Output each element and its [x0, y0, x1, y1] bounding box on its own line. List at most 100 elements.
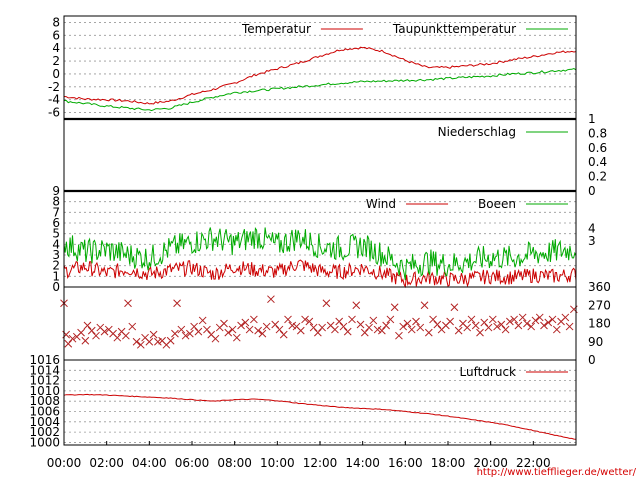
scatter-point	[369, 316, 378, 325]
y-tick-label: 5	[52, 227, 60, 241]
scatter-point	[356, 320, 365, 329]
y2-tick-label: 360	[588, 280, 611, 294]
scatter-point	[352, 301, 361, 310]
scatter-point	[531, 316, 540, 325]
scatter-point	[309, 323, 318, 332]
y-tick-label: 1002	[29, 425, 60, 439]
y-tick-label: 1010	[29, 384, 60, 398]
scatter-point	[484, 323, 493, 332]
scatter-point	[544, 318, 553, 327]
scatter-point	[186, 329, 194, 338]
y-tick-label: 0.8	[588, 126, 607, 140]
scatter-point	[561, 313, 570, 322]
y-tick-label: 1004	[29, 415, 60, 429]
panel-frame	[63, 286, 577, 361]
y2-tick-label: 180	[588, 317, 611, 331]
scatter-point	[343, 327, 352, 336]
scatter-point	[514, 321, 523, 330]
x-tick-label: 20:00	[473, 456, 508, 470]
source-url[interactable]: http://www.tiefflieger.de/wetter/	[476, 467, 636, 478]
scatter-point	[64, 339, 73, 348]
scatter-point	[446, 317, 454, 326]
scatter-point	[412, 317, 420, 326]
scatter-point	[267, 295, 275, 304]
scatter-point	[245, 325, 254, 334]
scatter-point	[190, 322, 198, 331]
scatter-point	[194, 327, 203, 336]
scatter-point	[224, 328, 233, 337]
y-tick-label: 1012	[29, 374, 60, 388]
y-tick-label: 0.2	[588, 170, 607, 184]
y-tick-label: -6	[48, 106, 60, 120]
x-tick-label: 08:00	[217, 456, 252, 470]
x-tick-label: 12:00	[303, 456, 338, 470]
scatter-point	[535, 313, 544, 322]
scatter-point	[497, 320, 506, 329]
y-tick-label: 1016	[29, 353, 60, 367]
series-line-0	[63, 46, 577, 105]
scatter-point	[128, 322, 137, 331]
scatter-point	[365, 323, 373, 332]
y-tick-label: 1	[52, 269, 60, 283]
scatter-point	[87, 326, 96, 335]
y2-tick-label: 4	[588, 221, 596, 235]
y-tick-label: 0	[52, 280, 60, 294]
scatter-point	[100, 327, 109, 336]
scatter-point	[480, 318, 489, 327]
scatter-point	[331, 325, 339, 334]
scatter-point	[113, 333, 122, 342]
scatter-point	[177, 325, 186, 334]
x-tick-label: 00:00	[47, 456, 82, 470]
scatter-point	[241, 318, 250, 327]
scatter-point	[488, 315, 497, 324]
scatter-point	[81, 336, 90, 345]
y-tick-label: 4	[52, 41, 60, 55]
scatter-point	[124, 299, 132, 308]
y-tick-label: 3	[52, 248, 60, 262]
scatter-point	[284, 315, 292, 324]
scatter-point	[518, 313, 527, 322]
scatter-point	[420, 301, 429, 310]
scatter-point	[232, 333, 241, 342]
scatter-point	[228, 325, 237, 334]
y-tick-label: 1006	[29, 405, 60, 419]
scatter-point	[279, 330, 288, 339]
scatter-point	[565, 322, 574, 331]
x-tick-label: 02:00	[89, 456, 124, 470]
scatter-point	[122, 331, 130, 340]
scatter-point	[166, 336, 175, 345]
legend-label: Wind	[366, 197, 396, 211]
scatter-point	[92, 331, 100, 340]
y2-tick-label: 270	[588, 298, 611, 312]
scatter-point	[203, 325, 211, 334]
scatter-point	[171, 329, 179, 338]
scatter-point	[493, 322, 501, 331]
x-tick-label: 16:00	[388, 456, 423, 470]
scatter-point	[433, 320, 442, 329]
y-tick-label: 0	[52, 67, 60, 81]
scatter-point	[510, 315, 518, 324]
y-tick-label: 4	[52, 237, 60, 251]
y-tick-label: 9	[52, 184, 60, 198]
y-tick-label: 2	[52, 259, 60, 273]
scatter-point	[181, 331, 190, 340]
scatter-point	[527, 322, 536, 331]
y-tick-label: 8	[52, 15, 60, 29]
y-tick-label: -4	[48, 93, 60, 107]
scatter-point	[322, 299, 331, 308]
scatter-point	[454, 326, 463, 335]
y-tick-label: 1000	[29, 435, 60, 449]
scatter-point	[258, 329, 267, 338]
scatter-point	[136, 340, 145, 349]
scatter-point	[463, 323, 472, 332]
y-tick-label: 1008	[29, 394, 60, 408]
legend-label: Niederschlag	[438, 125, 516, 139]
scatter-point	[523, 319, 531, 328]
scatter-point	[429, 315, 437, 324]
scatter-point	[271, 320, 280, 329]
y-tick-label: 8	[52, 195, 60, 209]
x-tick-label: 06:00	[175, 456, 210, 470]
scatter-point	[237, 321, 245, 330]
y-tick-label: 1014	[29, 363, 60, 377]
